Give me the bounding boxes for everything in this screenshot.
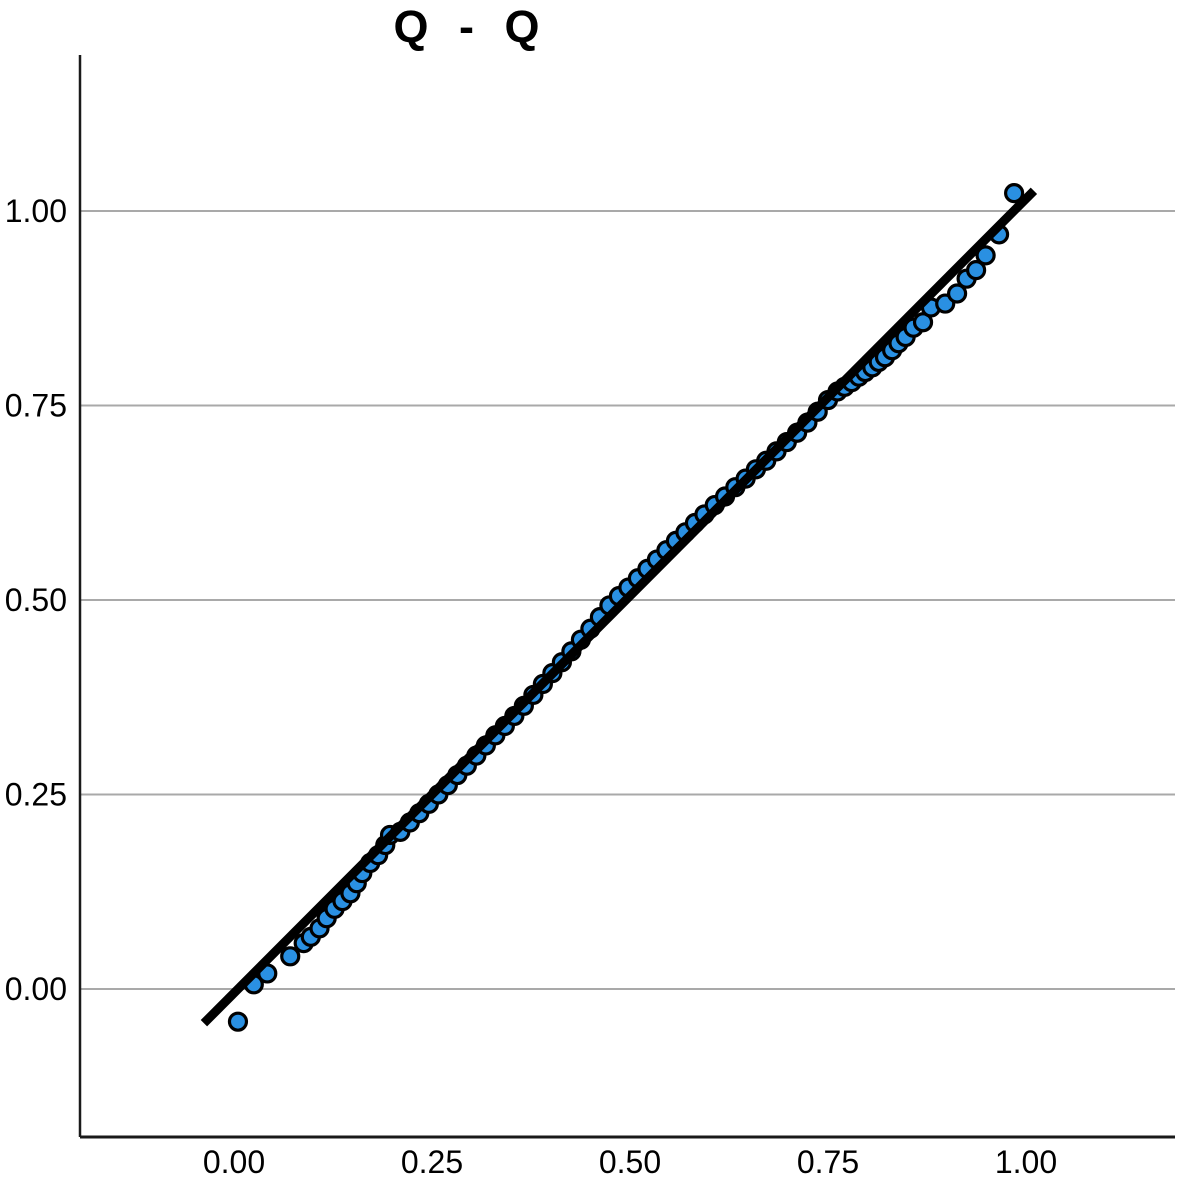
reference-line: [200, 187, 1038, 1027]
data-point: [227, 1011, 249, 1032]
y-tick-label: 0.50: [5, 582, 67, 618]
x-tick-label: 0.25: [401, 1144, 463, 1180]
chart-title: Q - Q: [394, 1, 549, 52]
x-tick-label: 0.00: [203, 1144, 265, 1180]
reference-line-group: [200, 187, 1038, 1027]
data-point: [912, 312, 934, 333]
x-tick-label: 0.50: [599, 1144, 661, 1180]
data-point: [975, 245, 996, 266]
data-points-group: [227, 183, 1025, 1032]
data-point: [946, 283, 968, 304]
data-point: [966, 260, 987, 281]
x-tick-label: 0.75: [797, 1144, 859, 1180]
y-tick-label: 0.75: [5, 388, 67, 424]
axes-group: [78, 55, 1175, 1139]
y-tick-label: 1.00: [5, 193, 67, 229]
y-tick-label: 0.25: [5, 777, 67, 813]
data-point: [1004, 183, 1025, 204]
data-point: [280, 946, 301, 967]
tick-labels-group: 0.00 0.25 0.50 0.75 1.00 0.00 0.25 0.50 0.75 1.00: [5, 193, 1057, 1180]
y-tick-label: 0.00: [5, 971, 67, 1007]
x-tick-label: 1.00: [995, 1144, 1057, 1180]
